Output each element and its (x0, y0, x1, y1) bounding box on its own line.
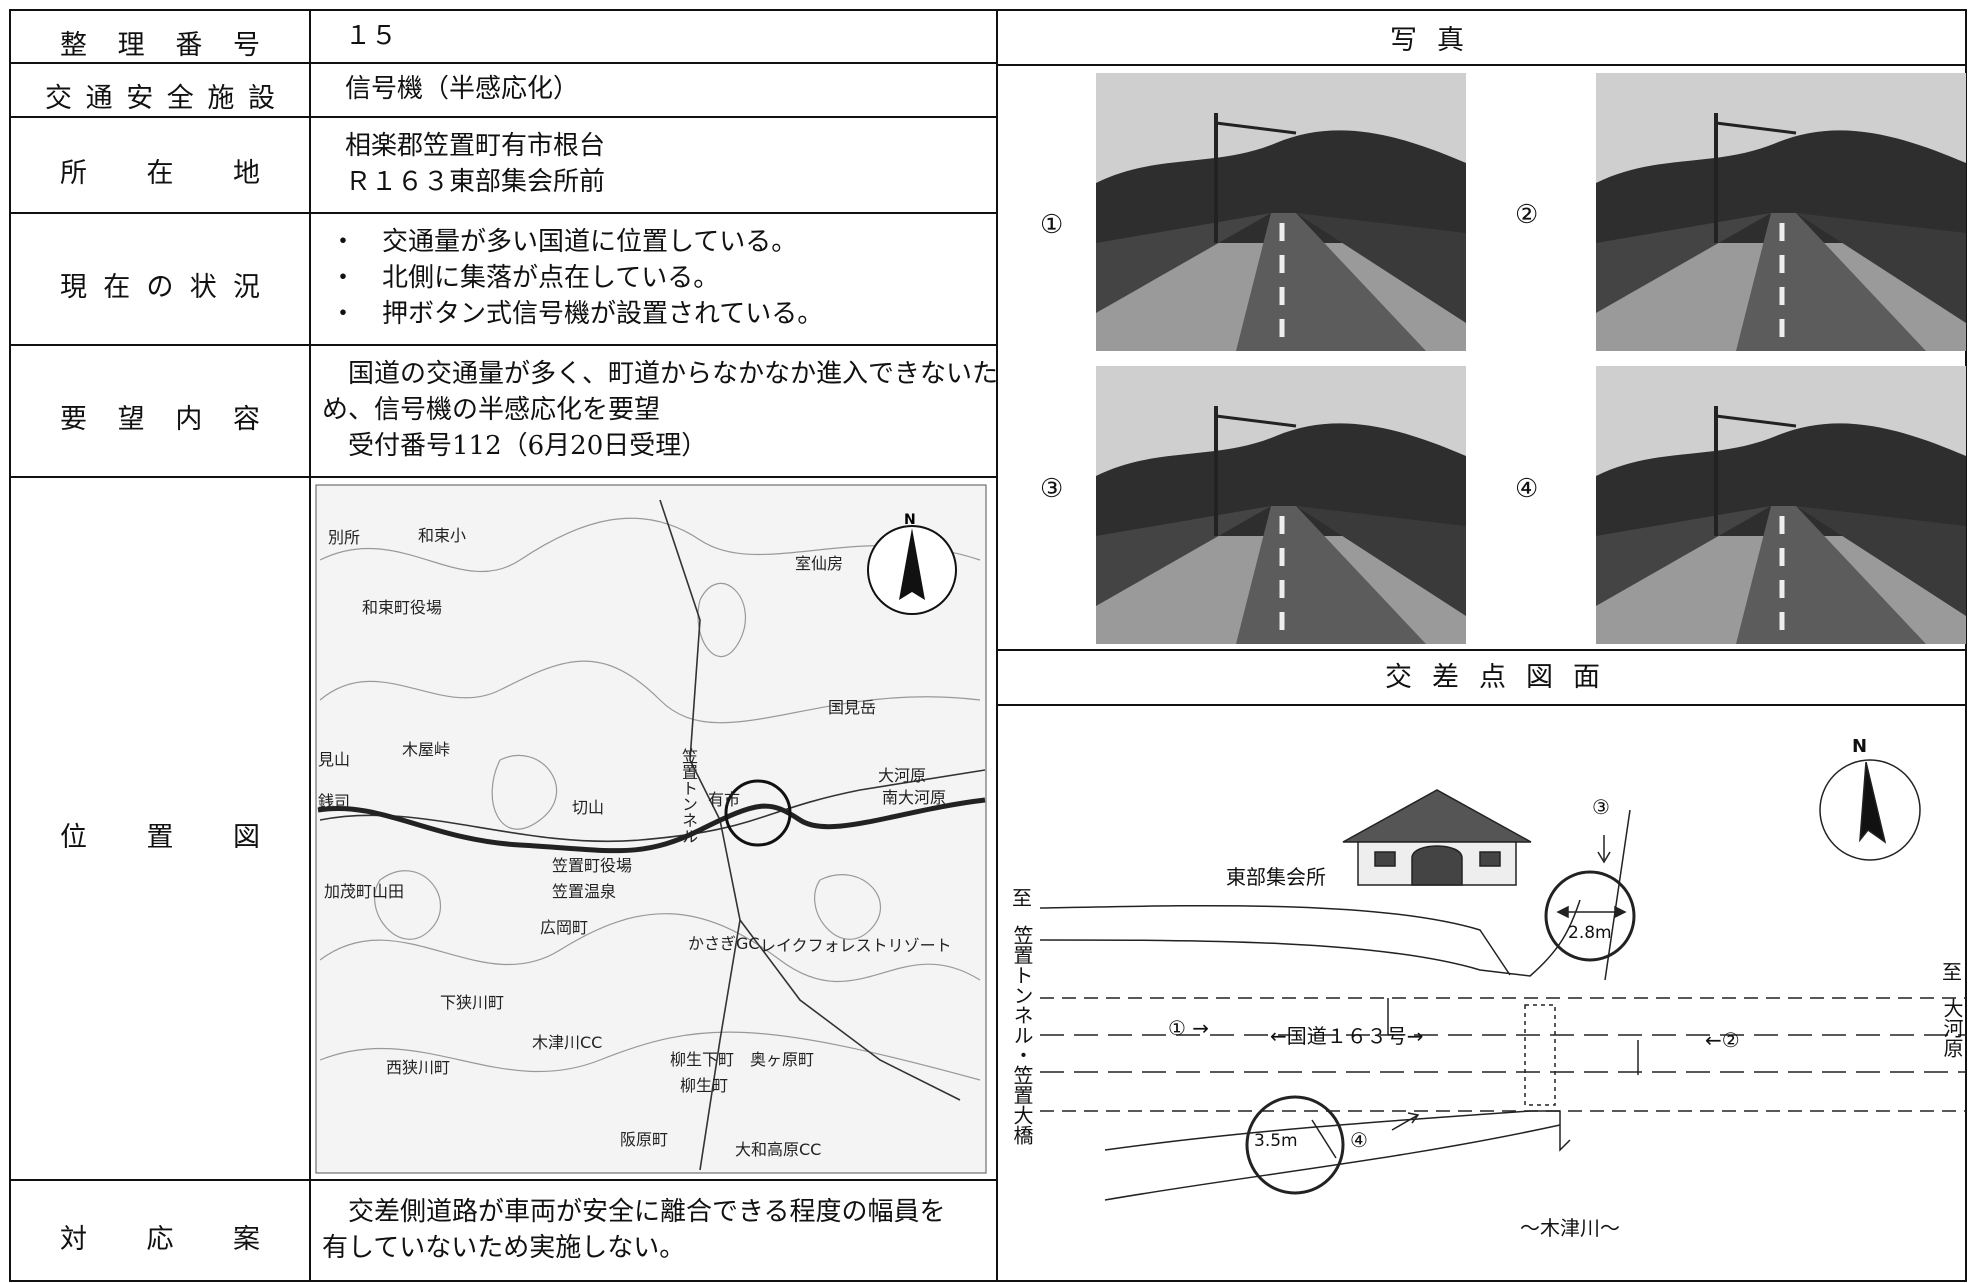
diagram-label: 東部集会所 (1226, 865, 1326, 889)
diagram-label: 至 (1942, 960, 1962, 984)
photo-label: ③ (1040, 474, 1064, 504)
diagram-label: 至 (1012, 886, 1032, 910)
map-label: 加茂町山田 (324, 882, 405, 901)
photo-1 (1096, 73, 1466, 351)
row-value: Ｒ１６３東部集会所前 (345, 167, 606, 197)
map-label: 広岡町 (540, 918, 589, 937)
photo-4 (1596, 366, 1966, 644)
row-label: 整理番号 (60, 29, 260, 61)
row-value: １５ (345, 20, 398, 51)
row-label: 要望内容 (60, 404, 260, 435)
map-label: 木屋峠 (402, 740, 451, 759)
row-label: 対応案 (60, 1223, 260, 1255)
map-label: 切山 (572, 798, 605, 817)
photo-label: ④ (1515, 474, 1539, 504)
photo-label: ② (1515, 200, 1539, 230)
photo-label: ① (1040, 210, 1064, 240)
photo-2 (1596, 73, 1966, 351)
row-value: ・ 押ボタン式信号機が設置されている。 (330, 299, 824, 329)
map-label: 柳生町 (680, 1076, 729, 1095)
map-label: 有市 (708, 790, 741, 809)
diagram-label: ③ (1592, 795, 1610, 819)
map-label: 阪原町 (620, 1130, 669, 1149)
map-label: 和束町役場 (362, 598, 443, 617)
diagram-label: ←② (1705, 1028, 1740, 1052)
row-value: 受付番号112（6月20日受理） (322, 431, 708, 461)
map-label: 笠置トンネル (679, 748, 698, 844)
diagram-label: ① → (1168, 1016, 1210, 1040)
section-title: 交差点図面 (1385, 662, 1620, 693)
map-label: 銭司 (318, 792, 351, 811)
location-map: N (315, 484, 987, 1174)
row-value: め、信号機の半感応化を要望 (322, 395, 661, 425)
map-label: 南大河原 (882, 788, 947, 807)
diagram-label: 大河原 (1940, 998, 1964, 1058)
row-value: ・ 北側に集落が点在している。 (330, 263, 720, 293)
diagram-label: ～木津川～ (1520, 1216, 1620, 1240)
row-value: ・ 交通量が多い国道に位置している。 (330, 227, 798, 257)
row-value: 信号機（半感応化） (345, 74, 580, 104)
map-label: 大河原 (878, 766, 927, 785)
intersection-diagram: N (1039, 736, 1966, 1201)
diagram-label: 笠置トンネル・笠置大橋 (1010, 925, 1034, 1145)
row-label: 交通安全施設 (45, 83, 275, 114)
section-title: 写真 (1390, 25, 1484, 56)
map-label: かさぎGC (688, 934, 760, 953)
map-label: 柳生下町 (670, 1050, 735, 1069)
diagram-label: ④ (1350, 1128, 1368, 1152)
map-label: 室仙房 (795, 554, 844, 573)
diagram-label: 2.8m (1568, 923, 1612, 943)
diagram-label: ←国道１６３号→ (1270, 1024, 1424, 1048)
row-value: 相楽郡笠置町有市根台 (345, 131, 606, 161)
row-label: 位置図 (60, 821, 260, 853)
map-label: レイクフォレストリゾート (760, 936, 952, 955)
row-value: 交差側道路が車両が安全に離合できる程度の幅員を (322, 1196, 946, 1227)
svg-text:N: N (1852, 736, 1867, 757)
row-label: 現在の状況 (60, 272, 260, 303)
diagram-label: 3.5m (1254, 1131, 1298, 1151)
map-label: 大和高原CC (735, 1140, 822, 1159)
map-label: 下狭川町 (440, 993, 505, 1012)
map-label: 笠置温泉 (552, 882, 617, 901)
map-label: 国見岳 (828, 698, 877, 717)
map-label: 木津川CC (532, 1033, 603, 1052)
svg-text:N: N (904, 512, 916, 528)
photo-3 (1096, 366, 1466, 644)
map-label: 西狭川町 (386, 1058, 451, 1077)
map-label: 和束小 (418, 526, 467, 545)
row-value: 国道の交通量が多く、町道からなかなか進入できないた (322, 359, 999, 389)
map-label: 奥ヶ原町 (750, 1050, 815, 1069)
map-label: 別所 (328, 528, 361, 547)
row-label: 所在地 (60, 158, 260, 189)
map-label: 見山 (318, 750, 351, 769)
row-value: 有していないため実施しない。 (322, 1232, 686, 1263)
map-label: 笠置町役場 (552, 856, 633, 875)
